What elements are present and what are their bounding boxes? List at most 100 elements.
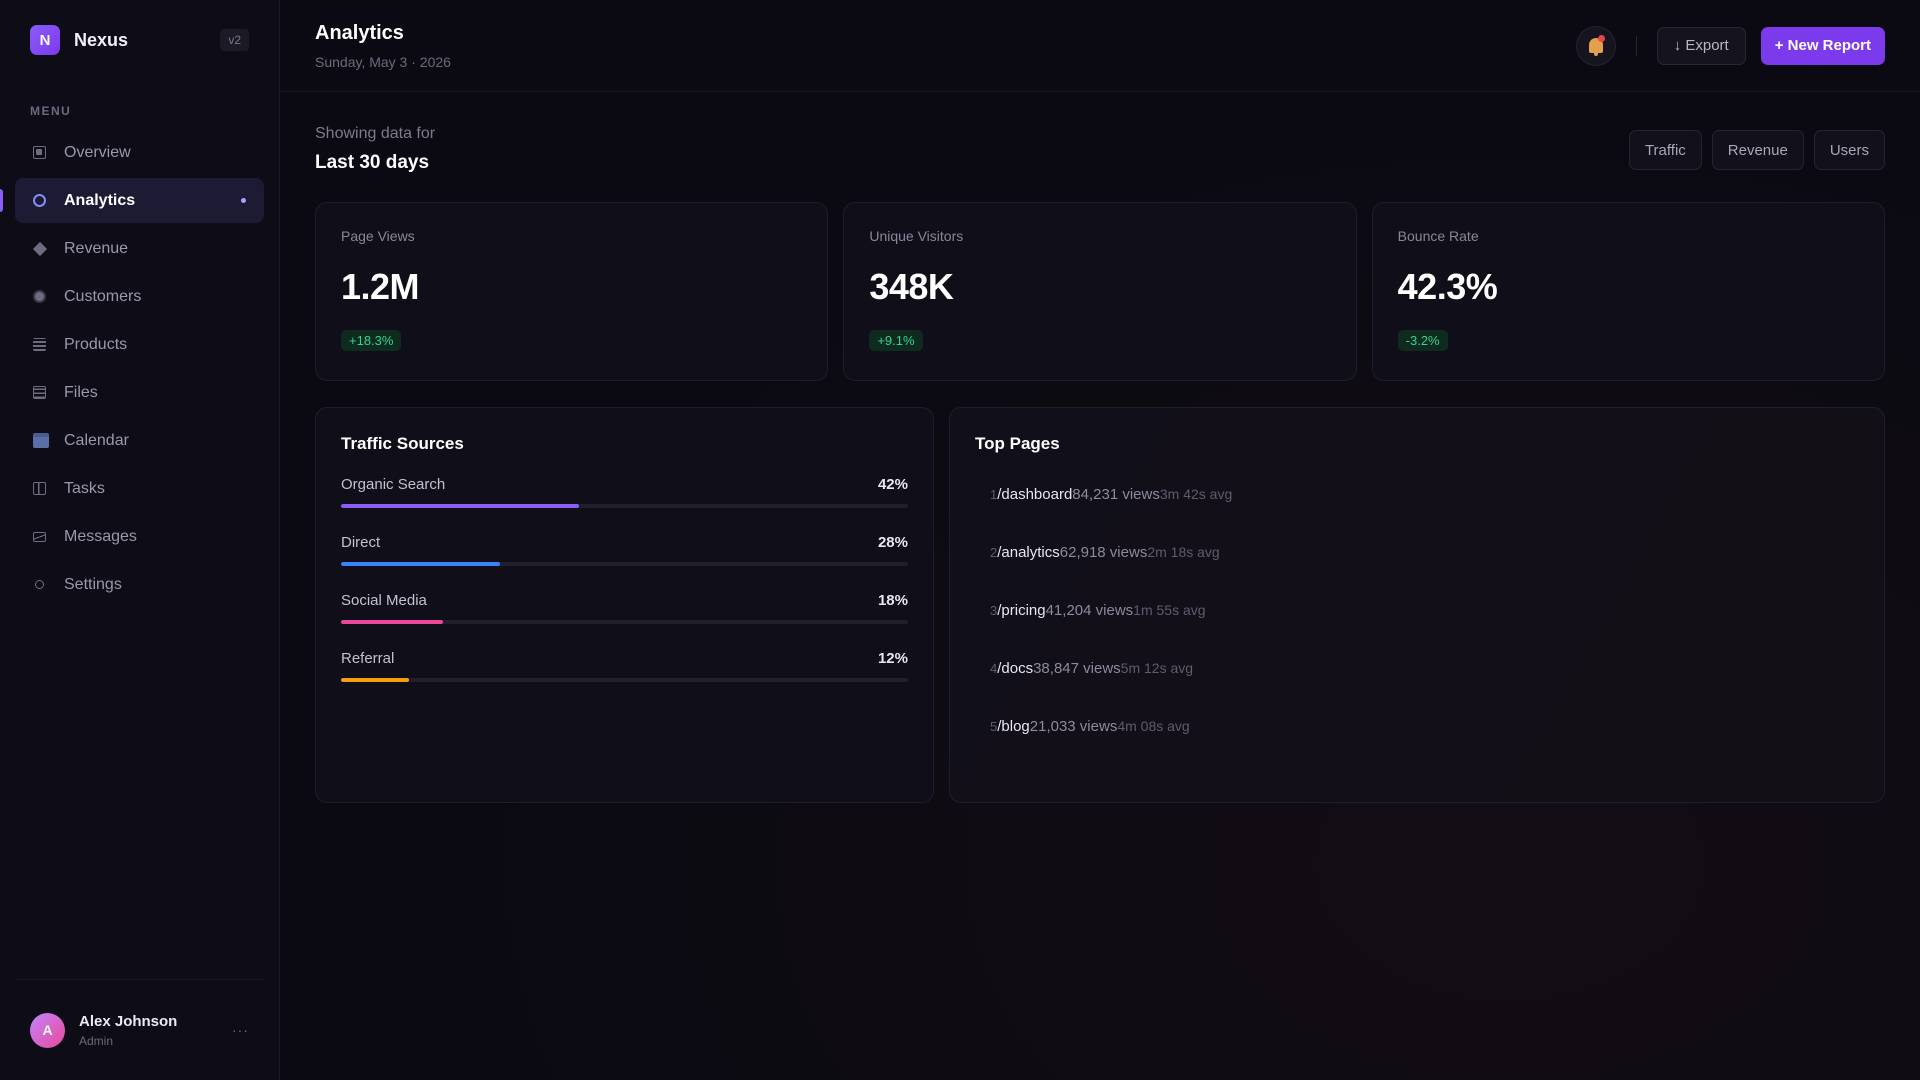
sidebar-nav: Overview Analytics Revenue Customers Pro…: [0, 130, 264, 607]
messages-icon: [33, 531, 46, 542]
page-rank: 4: [990, 661, 998, 676]
list-item[interactable]: 1 /dashboard 84,231 views 3m 42s avg: [990, 486, 1859, 503]
sidebar-item-files[interactable]: Files: [15, 370, 264, 415]
tab-traffic[interactable]: Traffic: [1628, 130, 1702, 170]
traffic-source-head: Referral 12%: [341, 650, 908, 667]
traffic-source-percent: 18%: [877, 592, 908, 609]
stat-label: Page Views: [341, 228, 415, 244]
page-rank: 1: [990, 487, 998, 502]
sidebar-item-label: Customers: [64, 287, 142, 305]
sidebar-item-calendar[interactable]: Calendar: [15, 418, 264, 463]
page-rank: 5: [990, 719, 998, 734]
page-avg-time: 2m 18s avg: [1147, 544, 1220, 560]
list-item[interactable]: 4 /docs 38,847 views 5m 12s avg: [990, 660, 1859, 677]
customers-icon: [33, 290, 46, 303]
bell-icon: [1588, 38, 1603, 56]
page-rank: 2: [990, 545, 998, 560]
page-views: 21,033 views: [1029, 718, 1118, 735]
stat-value: 42.3%: [1397, 266, 1498, 307]
traffic-source-item: Referral 12%: [341, 650, 908, 682]
more-options-icon[interactable]: ···: [232, 1022, 249, 1038]
traffic-source-head: Direct 28%: [341, 534, 908, 551]
traffic-source-item: Social Media 18%: [341, 592, 908, 624]
progress-track: [341, 504, 908, 508]
page-heading: Analytics Sunday, May 3 · 2026: [315, 22, 451, 70]
panels: Traffic Sources Organic Search 42%: [315, 407, 1885, 803]
traffic-source-name: Organic Search: [341, 476, 446, 493]
panel-title: Top Pages: [975, 434, 1060, 453]
sidebar-item-label: Overview: [64, 143, 131, 161]
files-icon: [33, 386, 46, 399]
user-name: Alex Johnson: [79, 1012, 178, 1030]
sidebar: N Nexus v2 MENU Overview Analytics Reven…: [0, 0, 280, 1080]
date-range-value: Last 30 days: [315, 152, 430, 173]
stat-value: 348K: [869, 266, 954, 307]
page-path: /docs: [997, 660, 1034, 677]
page-path: /blog: [997, 718, 1030, 735]
panel-title: Traffic Sources: [341, 434, 464, 453]
traffic-sources-panel: Traffic Sources Organic Search 42%: [315, 407, 934, 803]
notifications-button[interactable]: [1575, 25, 1616, 66]
progress-fill: [341, 562, 500, 566]
export-button[interactable]: ↓ Export: [1656, 26, 1746, 65]
user-profile[interactable]: A Alex Johnson Admin ···: [15, 979, 264, 1080]
calendar-icon: [33, 433, 49, 448]
sidebar-item-revenue[interactable]: Revenue: [15, 226, 264, 271]
progress-track: [341, 562, 908, 566]
sidebar-item-messages[interactable]: Messages: [15, 514, 264, 559]
sidebar-item-label: Calendar: [64, 431, 129, 449]
sidebar-item-label: Messages: [64, 527, 137, 545]
list-item[interactable]: 2 /analytics 62,918 views 2m 18s avg: [990, 544, 1859, 561]
sidebar-item-analytics[interactable]: Analytics: [0, 178, 264, 223]
brand-name: Nexus: [74, 29, 129, 50]
avatar[interactable]: A: [30, 1012, 65, 1048]
sidebar-item-customers[interactable]: Customers: [15, 274, 264, 319]
notification-dot: [1597, 34, 1605, 42]
tab-users[interactable]: Users: [1813, 130, 1885, 170]
traffic-source-name: Direct: [341, 534, 381, 551]
menu-label: MENU: [30, 104, 72, 118]
stat-card-unique-visitors: Unique Visitors 348K +9.1%: [843, 202, 1357, 381]
list-item[interactable]: 5 /blog 21,033 views 4m 08s avg: [990, 718, 1859, 735]
divider: [1635, 35, 1637, 56]
brand: N Nexus v2: [15, 0, 264, 80]
progress-fill: [341, 678, 410, 682]
traffic-source-percent: 28%: [877, 534, 908, 551]
active-indicator-dot: [241, 198, 246, 203]
stat-value: 1.2M: [341, 266, 420, 307]
stat-label: Unique Visitors: [869, 228, 964, 244]
revenue-icon: [32, 241, 48, 256]
stat-delta-badge: +18.3%: [341, 330, 402, 351]
sidebar-item-overview[interactable]: Overview: [15, 130, 264, 175]
settings-icon: [35, 580, 44, 589]
sidebar-item-tasks[interactable]: Tasks: [15, 466, 264, 511]
brand-logo[interactable]: N: [30, 25, 60, 55]
filter-row: Showing data for Last 30 days Traffic Re…: [315, 92, 1885, 202]
sidebar-item-products[interactable]: Products: [15, 322, 264, 367]
user-meta: Alex Johnson Admin: [79, 1013, 177, 1048]
sidebar-item-settings[interactable]: Settings: [15, 562, 264, 607]
stat-delta-badge: -3.2%: [1397, 330, 1448, 351]
tasks-icon: [33, 482, 46, 495]
traffic-source-percent: 42%: [877, 476, 908, 493]
progress-track: [341, 678, 908, 682]
stat-card-bounce-rate: Bounce Rate 42.3% -3.2%: [1371, 202, 1885, 381]
topbar-actions: ↓ Export + New Report: [1575, 25, 1885, 66]
page-rank: 3: [990, 603, 998, 618]
progress-fill: [341, 620, 444, 624]
sidebar-item-label: Files: [64, 383, 98, 401]
sidebar-item-label: Tasks: [64, 479, 105, 497]
list-item[interactable]: 3 /pricing 41,204 views 1m 55s avg: [990, 602, 1859, 619]
version-badge: v2: [220, 29, 249, 51]
overview-icon: [33, 146, 46, 159]
page-path: /pricing: [997, 602, 1046, 619]
page-views: 38,847 views: [1033, 660, 1121, 677]
page-avg-time: 3m 42s avg: [1159, 486, 1233, 502]
page-date: Sunday, May 3 · 2026: [315, 53, 451, 70]
progress-fill: [341, 504, 580, 508]
new-report-button[interactable]: + New Report: [1760, 26, 1885, 65]
traffic-source-item: Organic Search 42%: [341, 476, 908, 508]
tab-revenue[interactable]: Revenue: [1711, 130, 1804, 170]
traffic-source-percent: 12%: [877, 650, 908, 667]
traffic-source-head: Organic Search 42%: [341, 476, 908, 493]
